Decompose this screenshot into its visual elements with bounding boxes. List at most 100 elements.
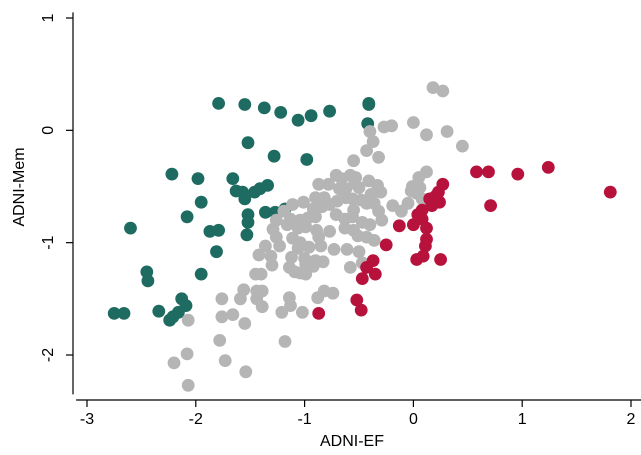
scatter-point — [141, 274, 155, 288]
scatter-point — [340, 243, 354, 256]
scatter-point — [343, 261, 357, 274]
y-axis-ticks: -2 -1 0 1 — [40, 13, 73, 362]
scatter-point — [360, 261, 373, 274]
scatter-point — [241, 136, 255, 150]
scatter-point — [265, 258, 279, 272]
scatter-point — [124, 221, 137, 235]
scatter-point — [456, 139, 469, 153]
scatter-point — [372, 150, 385, 164]
scatter-point — [218, 354, 232, 367]
scatter-point — [278, 335, 292, 348]
scatter-point — [194, 195, 208, 209]
scatter-point — [541, 161, 555, 174]
scatter-point — [352, 245, 366, 259]
scatter-point — [291, 241, 305, 255]
scatter-point — [275, 305, 289, 319]
scatter-point — [152, 304, 166, 318]
scatter-point — [425, 199, 439, 213]
scatter-point — [297, 195, 310, 209]
scatter-point — [407, 116, 420, 129]
scatter-point — [180, 210, 194, 224]
scatter-point — [482, 165, 495, 179]
scatter-point — [296, 305, 309, 319]
scatter-point — [261, 179, 274, 192]
scatter-point — [327, 243, 341, 256]
scatter-point — [412, 171, 426, 184]
scatter-point — [259, 239, 272, 253]
scatter-point — [363, 125, 377, 138]
scatter-point — [213, 334, 227, 347]
scatter-point — [299, 267, 313, 281]
scatter-point — [347, 154, 360, 168]
scatter-point — [238, 317, 252, 330]
scatter-point — [470, 165, 483, 179]
x-axis-title: ADNI-EF — [320, 433, 384, 450]
scatter-point — [274, 106, 288, 119]
scatter-point — [436, 84, 450, 98]
y-tick-label: -2 — [40, 348, 57, 362]
scatter-point — [323, 225, 336, 238]
scatter-point — [434, 253, 447, 266]
scatter-point — [252, 248, 266, 262]
scatter-point — [238, 98, 252, 111]
scatter-point — [314, 239, 328, 253]
scatter-point — [304, 109, 318, 123]
scatter-point — [362, 98, 376, 111]
data-points — [107, 81, 617, 392]
scatter-point — [385, 119, 398, 133]
scatter-point — [117, 307, 131, 320]
scatter-point — [254, 267, 268, 281]
scatter-point — [323, 104, 336, 118]
scatter-point — [367, 234, 381, 247]
scatter-point — [323, 198, 336, 211]
scatter-point — [407, 218, 420, 232]
scatter-point — [267, 149, 281, 163]
scatter-point — [180, 347, 194, 361]
x-tick-label: 2 — [627, 411, 636, 428]
scatter-point — [511, 167, 525, 181]
x-tick-label: 1 — [518, 411, 527, 428]
scatter-point — [212, 97, 226, 110]
scatter-point — [167, 356, 181, 370]
scatter-point — [379, 238, 393, 252]
scatter-point — [350, 293, 364, 307]
scatter-point — [603, 185, 617, 199]
scatter-point — [360, 144, 373, 158]
scatter-point — [322, 177, 335, 191]
scatter-point — [280, 218, 294, 232]
scatter-point — [368, 267, 382, 281]
scatter-point — [302, 240, 316, 254]
scatter-point — [420, 221, 433, 235]
scatter-point — [285, 250, 298, 264]
scatter-point — [191, 172, 205, 186]
x-tick-label: -2 — [189, 411, 203, 428]
scatter-point — [241, 216, 255, 229]
scatter-point — [419, 239, 432, 253]
scatter-point — [352, 181, 366, 195]
scatter-point — [375, 213, 389, 227]
scatter-point — [395, 204, 408, 218]
scatter-point — [363, 218, 377, 232]
scatter-point — [215, 292, 229, 306]
scatter-point — [326, 286, 340, 300]
y-tick-label: 0 — [40, 126, 57, 135]
scatter-point — [163, 313, 177, 327]
scatter-point — [259, 205, 272, 219]
scatter-point — [286, 198, 299, 211]
scatter-point — [284, 299, 297, 312]
scatter-point — [194, 267, 208, 281]
y-tick-label: 1 — [40, 13, 57, 22]
scatter-point — [309, 210, 322, 224]
scatter-point — [255, 300, 269, 314]
scatter-point — [410, 253, 424, 266]
scatter-point — [210, 245, 223, 259]
scatter-point — [299, 220, 313, 234]
x-tick-label: -1 — [297, 411, 311, 428]
scatter-point — [366, 135, 380, 149]
scatter-point — [273, 239, 286, 253]
x-axis-ticks: -3 -2 -1 0 1 2 — [80, 400, 636, 428]
scatter-point — [257, 101, 271, 115]
scatter-point — [239, 365, 253, 379]
scatter-point — [226, 172, 240, 186]
